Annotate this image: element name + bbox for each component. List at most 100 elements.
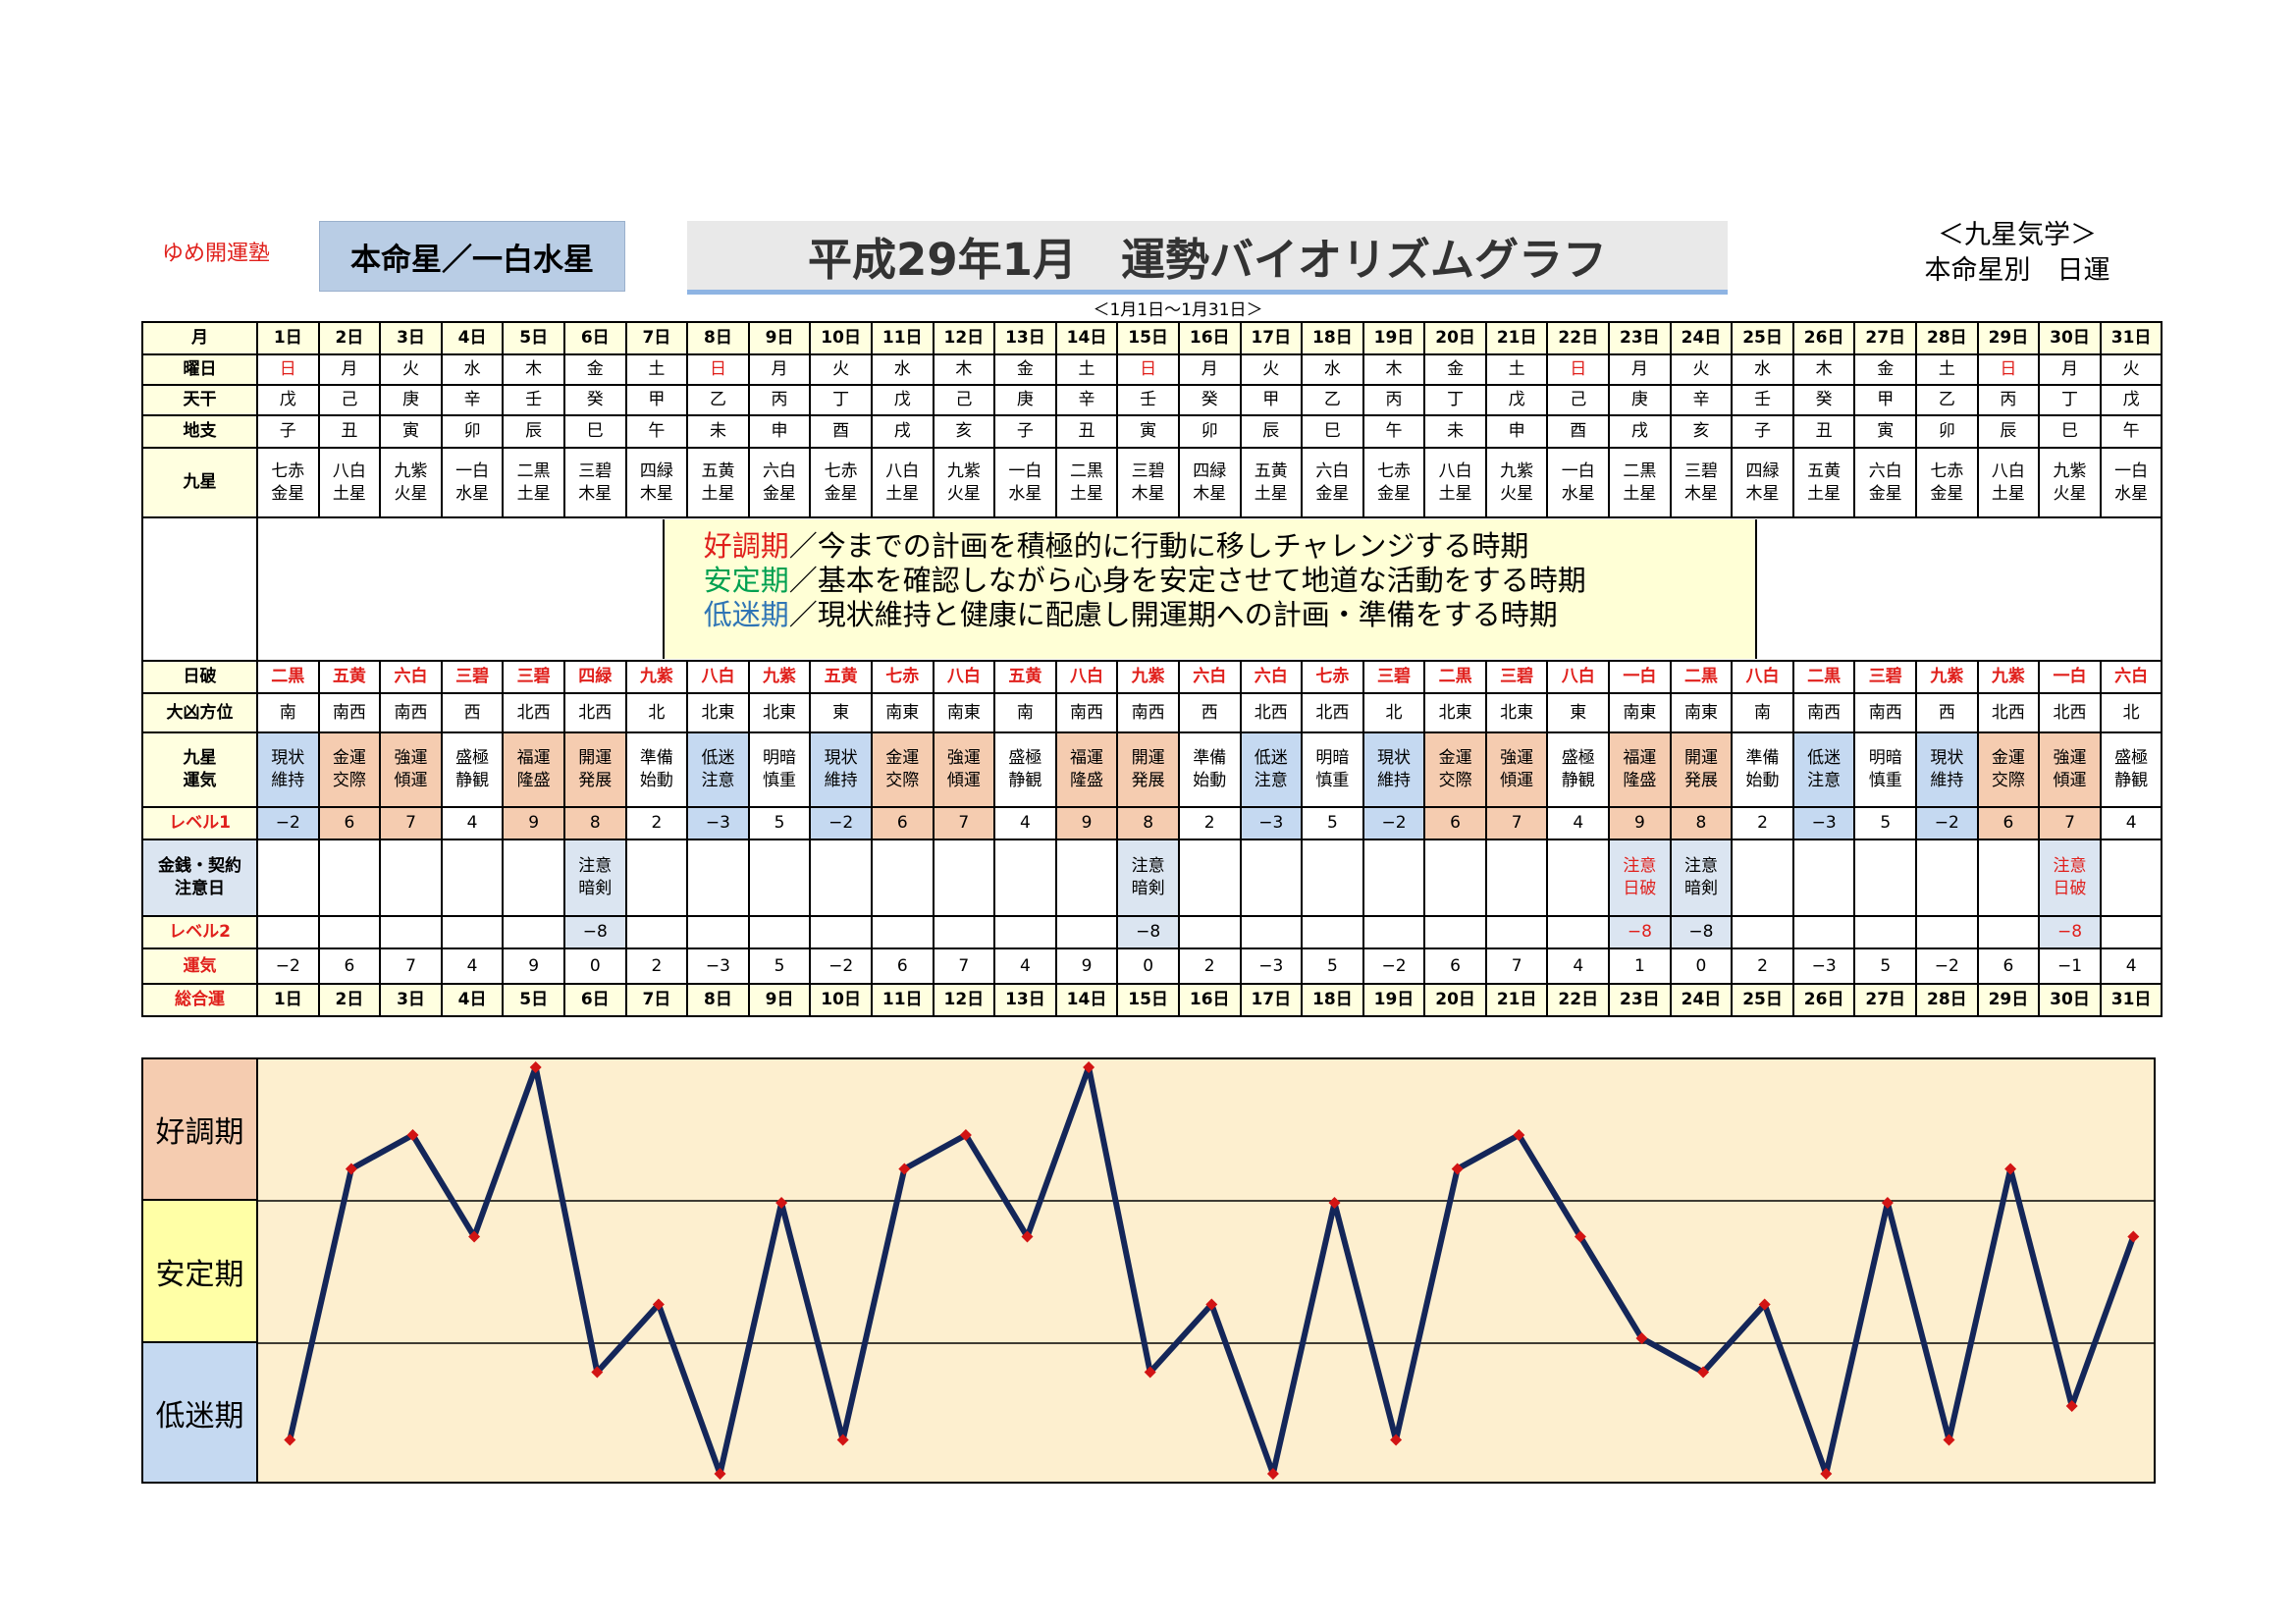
data-point-marker: [2004, 1163, 2017, 1175]
kyusei-row-label: 九星: [141, 447, 258, 518]
level1-cell: 5: [747, 806, 812, 840]
unki-cell-line1: 明暗: [763, 748, 797, 768]
chishi-cell: 辰: [1976, 414, 2041, 449]
message-key: 低迷期: [703, 598, 789, 631]
data-point-marker: [1943, 1434, 1955, 1446]
unki-cell-line1: 現状: [1376, 748, 1411, 768]
day-cell: 28日: [1915, 321, 1979, 355]
day-cell: 11日: [870, 321, 934, 355]
chishi-cell: 午: [1362, 414, 1426, 449]
kyusei-cell-line1: 五黄: [1807, 460, 1842, 481]
kyusei-cell-line2: 土星: [332, 483, 366, 504]
weekday-cell: 木: [1362, 353, 1426, 386]
message-line: 低迷期／現状維持と健康に配慮し開運期への計画・準備をする時期: [704, 598, 1755, 632]
unki-cell: 盛極 静観: [993, 731, 1057, 808]
total-row-label: 運気: [141, 947, 258, 985]
weekday-cell: 水: [870, 353, 934, 386]
unki-cell-line2: 傾運: [1500, 771, 1534, 790]
day-cell: 2日: [317, 983, 382, 1017]
day-cell: 23日: [1608, 321, 1672, 355]
caution-cell: [747, 839, 812, 917]
kyusei-cell-line2: 土星: [1623, 483, 1657, 504]
caution-cell-line2: 日破: [2053, 879, 2087, 898]
kyusei-cell: 五黄 土星: [1239, 447, 1304, 518]
level1-cell: −3: [1239, 806, 1304, 840]
total-cell: −3: [1239, 947, 1304, 985]
day-cell: 24日: [1669, 983, 1734, 1017]
nippa-cell: 六白: [379, 660, 443, 694]
kyusei-cell: 八白 土星: [1423, 447, 1487, 518]
level2-cell: [932, 915, 996, 949]
day-cell: 20日: [1423, 983, 1487, 1017]
caution-cell: [1239, 839, 1304, 917]
total-cell: 0: [1116, 947, 1180, 985]
houi-cell: 南西: [1791, 692, 1856, 733]
unki-cell: 開運 発展: [1116, 731, 1180, 808]
houi-cell: 南東: [1608, 692, 1672, 733]
kyusei-cell: 八白 土星: [1976, 447, 2041, 518]
unki-row-label-text: 運気: [183, 771, 217, 790]
chishi-cell: 子: [993, 414, 1057, 449]
caution-cell: [870, 839, 934, 917]
unki-cell-line1: 準備: [639, 748, 673, 768]
kyusei-cell: 二黒 土星: [1608, 447, 1672, 518]
kyusei-cell-line1: 七赤: [824, 460, 858, 481]
day-cell: 13日: [993, 983, 1057, 1017]
level2-cell: [1239, 915, 1304, 949]
day-cell: 4日: [440, 983, 505, 1017]
unki-cell-line1: 開運: [578, 748, 613, 768]
weekday-cell: 月: [2038, 353, 2102, 386]
tenkan-cell: 乙: [686, 384, 750, 416]
tenkan-row-label-text: 天干: [183, 390, 217, 409]
kyusei-cell-line2: 木星: [1683, 483, 1718, 504]
kyusei-cell-line1: 二黒: [516, 460, 551, 481]
unki-cell-line2: 静観: [1008, 771, 1042, 790]
caution-row-label-text: 注意日: [175, 879, 225, 898]
kyusei-cell-line2: 木星: [1131, 483, 1165, 504]
chishi-cell: 酉: [1546, 414, 1611, 449]
chishi-cell: 子: [1731, 414, 1794, 449]
chishi-cell: 酉: [809, 414, 873, 449]
unki-cell: 現状 維持: [809, 731, 873, 808]
tenkan-cell: 丙: [1362, 384, 1426, 416]
kyusei-cell: 九紫 火星: [932, 447, 996, 518]
data-point-marker: [1820, 1468, 1833, 1480]
houi-cell: 南西: [1054, 692, 1119, 733]
kyusei-cell: 一白 水星: [440, 447, 505, 518]
total-cell: 6: [870, 947, 934, 985]
chishi-cell: 戌: [870, 414, 934, 449]
tenkan-cell: 丙: [1976, 384, 2041, 416]
weekday-cell: 金: [1853, 353, 1918, 386]
tenkan-cell: 戊: [870, 384, 934, 416]
level1-cell: 5: [1853, 806, 1918, 840]
unki-cell-line2: 隆盛: [1623, 771, 1657, 790]
weekday-cell: 水: [440, 353, 505, 386]
kyusei-caption-line2: 本命星別 日運: [1924, 255, 2110, 286]
unki-cell: 低迷 注意: [1791, 731, 1856, 808]
nippa-cell: 二黒: [1423, 660, 1487, 694]
chishi-cell: 辰: [502, 414, 565, 449]
data-point-marker: [529, 1061, 542, 1073]
kyusei-cell-line1: 五黄: [701, 460, 735, 481]
unki-cell-line1: 低迷: [1807, 748, 1842, 768]
unki-cell-line2: 維持: [271, 771, 305, 790]
message-row: 好調期／今までの計画を積極的に行動に移しチャレンジする時期 安定期／基本を確認しな…: [141, 516, 2163, 662]
total-cell: −3: [686, 947, 750, 985]
day-cell: 29日: [1976, 321, 2041, 355]
kyusei-cell: 一白 水星: [1546, 447, 1611, 518]
chishi-row: 地支子丑寅卯辰巳午未申酉戌亥子丑寅卯辰巳午未申酉戌亥子丑寅卯辰巳午: [141, 414, 2163, 449]
level2-cell: [1423, 915, 1487, 949]
unki-cell-line2: 慎重: [1868, 771, 1902, 790]
day-cell: 28日: [1915, 983, 1979, 1017]
weekday-cell: 月: [747, 353, 812, 386]
date-range: ＜1月1日～1月31日＞: [1093, 300, 1263, 320]
day-cell: 21日: [1484, 321, 1549, 355]
level1-cell: −2: [809, 806, 873, 840]
kyusei-cell: 七赤 金星: [1362, 447, 1426, 518]
nippa-cell: 三碧: [1853, 660, 1918, 694]
kyusei-cell-line1: 一白: [2114, 460, 2149, 481]
tenkan-cell: 甲: [1853, 384, 1918, 416]
total-cell: 0: [562, 947, 627, 985]
caution-cell: [1054, 839, 1119, 917]
unki-cell: 準備 始動: [1731, 731, 1794, 808]
